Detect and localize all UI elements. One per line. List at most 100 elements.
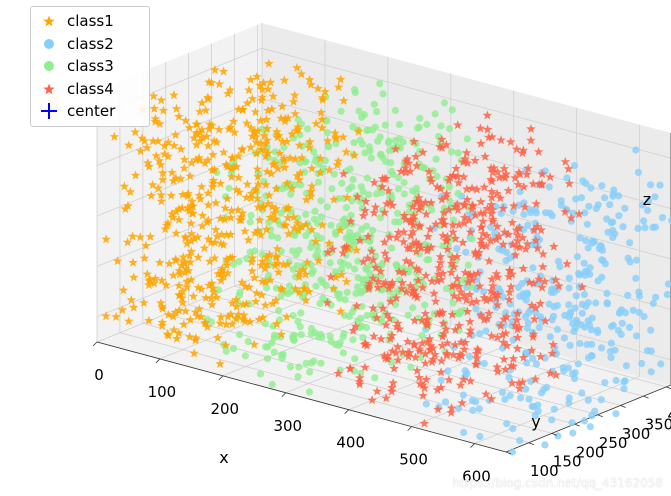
class4-point (411, 263, 422, 273)
class4-point (413, 241, 424, 251)
class1-point (265, 77, 276, 87)
class4-point (512, 324, 523, 334)
class4-point (354, 376, 365, 386)
class1-point (186, 236, 196, 245)
y-tick-mark (528, 442, 535, 446)
class1-point (290, 283, 301, 293)
class2-point (580, 259, 588, 267)
class1-point (280, 113, 290, 123)
class1-point (143, 158, 153, 167)
class1-point (189, 133, 199, 143)
class1-point (272, 319, 282, 329)
class4-point (492, 188, 502, 198)
class2-point (635, 308, 643, 317)
class4-point (432, 385, 443, 394)
class4-point (424, 166, 434, 176)
class1-point (180, 258, 190, 268)
class1-point (322, 136, 333, 145)
class2-point (635, 288, 643, 296)
class2-point (617, 330, 625, 338)
class1-point (193, 232, 203, 242)
class1-point (184, 250, 195, 260)
class3-point (379, 90, 387, 98)
class1-point (142, 269, 152, 279)
class3-point (342, 204, 350, 212)
class2-point (657, 360, 665, 368)
class4-point (536, 225, 546, 235)
class4-point (449, 280, 460, 290)
class3-point (428, 206, 436, 214)
class2-point (519, 293, 528, 301)
class3-point (304, 125, 312, 133)
class4-point (507, 217, 517, 227)
class4-point (465, 376, 476, 386)
class4-point (398, 347, 408, 357)
class1-point (260, 145, 271, 155)
class4-point (459, 218, 470, 228)
class4-point (439, 329, 449, 338)
class2-point (560, 334, 569, 342)
class2-point (534, 407, 542, 415)
class2-point (540, 385, 548, 393)
class4-point (418, 380, 428, 390)
class1-point (242, 98, 253, 108)
class1-point (257, 256, 268, 266)
class3-point (271, 331, 279, 339)
class1-point (251, 137, 261, 147)
class4-point (514, 383, 525, 393)
class1-point (238, 105, 248, 115)
class1-point (161, 280, 171, 290)
class4-point (514, 378, 524, 388)
class2-point (505, 373, 513, 382)
class2-point (606, 201, 614, 209)
class4-point (414, 346, 425, 356)
legend-item-class3: class3 (31, 55, 149, 78)
class3-point (294, 116, 302, 124)
class1-point (264, 249, 275, 259)
class4-point (507, 378, 517, 388)
class2-point (550, 405, 558, 413)
class3-point (363, 174, 371, 182)
class4-point (475, 123, 486, 133)
class4-point (497, 329, 508, 339)
class2-point (526, 206, 534, 214)
class4-point (492, 362, 502, 372)
class1-point (261, 252, 272, 262)
class3-point (370, 100, 378, 108)
class4-point (462, 158, 473, 168)
class1-point (182, 276, 192, 286)
class1-point (203, 140, 213, 150)
class3-point (314, 253, 322, 261)
class4-point (428, 354, 438, 364)
class1-point (298, 264, 308, 274)
class3-point (363, 126, 371, 135)
class4-point (391, 321, 402, 331)
class1-point (234, 187, 245, 197)
x-tick-label: 500 (399, 451, 428, 469)
class4-point (459, 199, 470, 209)
class3-point (356, 136, 364, 144)
class4-point (421, 270, 431, 280)
class1-point (258, 201, 268, 211)
class1-point (151, 150, 161, 160)
class2-point (597, 396, 605, 404)
class1-point (242, 118, 252, 128)
class4-point (378, 303, 388, 313)
class1-point (287, 183, 297, 193)
class1-point (194, 190, 205, 200)
class2-point (573, 253, 582, 261)
class1-point (127, 231, 138, 241)
class2-point (548, 316, 556, 324)
class2-point (517, 394, 525, 402)
class1-point (351, 245, 362, 255)
class1-point (254, 314, 264, 324)
class4-point (535, 298, 546, 308)
class1-point (255, 138, 266, 148)
class4-point (487, 204, 497, 214)
class3-point (235, 331, 244, 339)
class2-point (577, 194, 586, 202)
class1-point (217, 263, 228, 273)
class4-point (499, 314, 509, 324)
class2-point (522, 349, 530, 357)
class4-point (528, 179, 538, 188)
